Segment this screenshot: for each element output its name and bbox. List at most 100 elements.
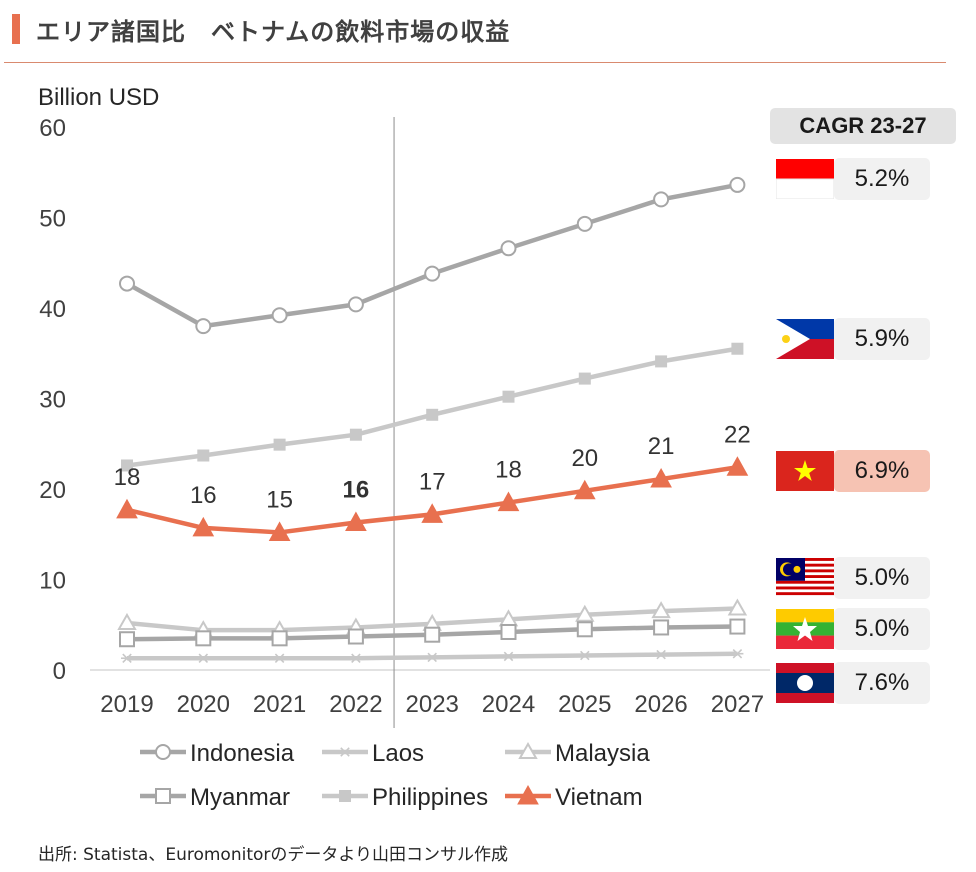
data-point bbox=[197, 653, 210, 664]
x-tick-label: 2022 bbox=[329, 691, 382, 718]
data-point bbox=[497, 491, 520, 512]
data-point bbox=[271, 630, 288, 647]
page-title: エリア諸国比 ベトナムの飲料市場の収益 bbox=[36, 18, 511, 46]
data-label: 16 bbox=[190, 482, 217, 509]
cagr-value-indonesia: 5.2% bbox=[834, 158, 930, 200]
series-myanmar bbox=[119, 618, 746, 648]
data-point bbox=[726, 456, 749, 476]
series-vietnam: 18 16 15 16 17 18 20 21 22 bbox=[114, 421, 751, 541]
data-point bbox=[195, 318, 212, 335]
data-point bbox=[573, 479, 596, 500]
y-tick-label: 40 bbox=[39, 296, 66, 323]
data-label: 15 bbox=[266, 486, 293, 513]
data-point bbox=[500, 623, 517, 640]
legend-item: Philippines bbox=[322, 784, 488, 811]
y-tick-label: 0 bbox=[53, 658, 66, 685]
data-point bbox=[121, 459, 133, 472]
y-tick-label: 30 bbox=[39, 387, 66, 414]
philippines-flag bbox=[776, 319, 834, 359]
data-point bbox=[349, 653, 362, 664]
data-point bbox=[729, 176, 746, 193]
data-point bbox=[347, 628, 364, 645]
data-point bbox=[197, 449, 210, 462]
data-point bbox=[575, 604, 595, 622]
data-point bbox=[117, 612, 137, 630]
data-point bbox=[426, 408, 439, 421]
data-label: 18 bbox=[495, 457, 522, 484]
data-point bbox=[347, 296, 364, 313]
series-philippines bbox=[121, 342, 744, 472]
y-tick-label: 20 bbox=[39, 477, 66, 504]
legend-marker bbox=[339, 790, 351, 802]
legend-item: Laos bbox=[322, 740, 424, 767]
series-line bbox=[125, 182, 738, 329]
data-label: 18 bbox=[114, 464, 141, 491]
title-divider bbox=[4, 62, 946, 63]
data-point bbox=[192, 516, 215, 537]
data-point bbox=[121, 653, 133, 664]
x-tick-label: 2020 bbox=[177, 691, 230, 718]
x-tick-label: 2024 bbox=[482, 691, 535, 718]
data-point bbox=[345, 511, 367, 531]
data-point bbox=[424, 626, 441, 643]
data-point bbox=[731, 648, 744, 659]
data-point bbox=[421, 503, 444, 523]
legend-label: Vietnam bbox=[555, 784, 643, 811]
data-point bbox=[727, 598, 748, 616]
legend-marker bbox=[517, 784, 539, 805]
legend-marker bbox=[155, 788, 171, 804]
laos-flag bbox=[776, 663, 834, 703]
x-tick-label: 2021 bbox=[253, 691, 306, 718]
data-label: 20 bbox=[571, 445, 598, 472]
legend-marker bbox=[518, 741, 538, 759]
legend-label: Philippines bbox=[372, 784, 488, 811]
x-tick-label: 2025 bbox=[558, 691, 611, 718]
legend-marker bbox=[155, 744, 171, 760]
legend-label: Myanmar bbox=[190, 784, 290, 811]
data-point bbox=[576, 621, 593, 638]
data-point bbox=[650, 468, 672, 488]
legend-label: Malaysia bbox=[555, 740, 650, 767]
data-point bbox=[119, 631, 135, 648]
legend-item: Vietnam bbox=[505, 784, 643, 811]
data-point bbox=[268, 521, 291, 541]
data-point bbox=[653, 191, 670, 208]
cagr-value-malaysia: 5.0% bbox=[834, 557, 930, 599]
x-tick-label: 2026 bbox=[634, 691, 687, 718]
data-point bbox=[502, 390, 515, 403]
data-point bbox=[195, 630, 212, 647]
y-axis-unit-label: Billion USD bbox=[38, 84, 160, 111]
cagr-value-laos: 7.6% bbox=[834, 662, 930, 704]
malaysia-flag bbox=[776, 558, 834, 598]
data-point bbox=[349, 428, 362, 441]
data-point bbox=[424, 265, 441, 282]
data-point bbox=[731, 342, 744, 355]
data-point bbox=[655, 355, 668, 368]
data-point bbox=[651, 601, 671, 619]
legend-item: Myanmar bbox=[140, 784, 290, 811]
data-point bbox=[426, 652, 439, 663]
series-indonesia bbox=[119, 176, 746, 335]
data-label: 21 bbox=[648, 433, 675, 460]
legend-label: Laos bbox=[372, 740, 424, 767]
indonesia-flag bbox=[775, 159, 835, 200]
data-point bbox=[655, 649, 668, 660]
x-tick-label: 2027 bbox=[711, 691, 764, 718]
title-accent-bar bbox=[12, 14, 20, 44]
y-tick-label: 10 bbox=[39, 568, 66, 595]
legend-marker bbox=[339, 747, 351, 757]
data-point bbox=[116, 498, 138, 519]
data-point bbox=[500, 240, 517, 257]
data-point bbox=[119, 275, 135, 292]
legend-item: Malaysia bbox=[505, 740, 650, 767]
x-tick-label: 2019 bbox=[100, 691, 153, 718]
data-label: 17 bbox=[419, 468, 446, 495]
data-point bbox=[653, 619, 670, 636]
data-point bbox=[502, 651, 515, 662]
cagr-value-vietnam: 6.9% bbox=[834, 450, 930, 492]
series-line bbox=[126, 346, 738, 468]
data-point bbox=[273, 438, 286, 451]
legend-label: Indonesia bbox=[190, 740, 295, 767]
y-tick-label: 60 bbox=[39, 115, 66, 142]
